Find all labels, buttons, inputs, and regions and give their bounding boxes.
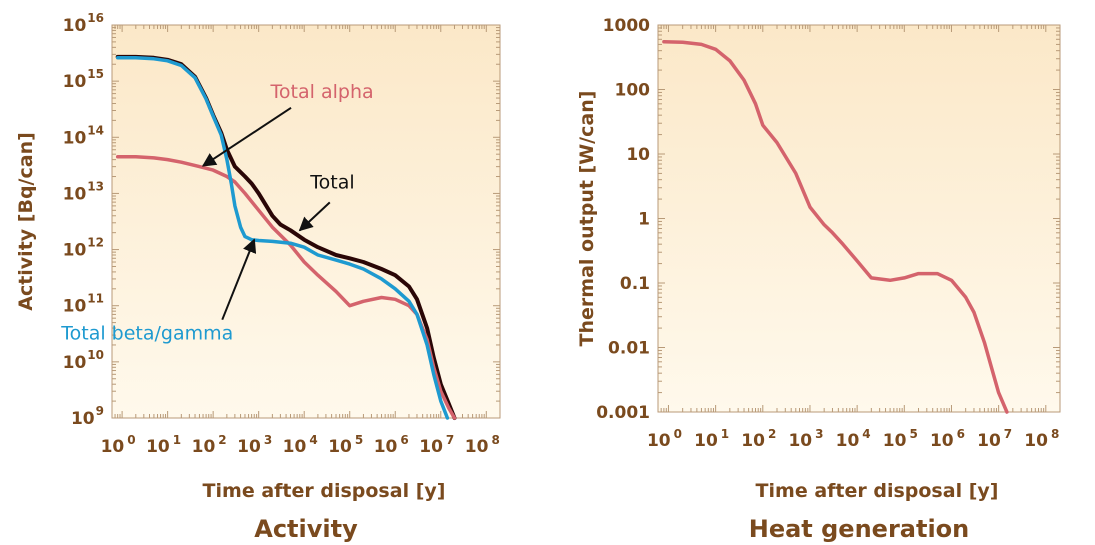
- annotation-label: Total alpha: [270, 81, 374, 103]
- activity-chart: 10 0 10 1 10 2 10 3 10 4 10 5 10 6 10 7 10 8 109 1010 1011 10…: [15, 11, 501, 543]
- x-tick-label: 10 7: [977, 427, 1012, 451]
- frame-tick-marks: [657, 24, 1061, 413]
- annotation-arrow: [201, 107, 292, 167]
- y-tick-label: 1013: [63, 179, 104, 204]
- x-tick-label: 10 4: [283, 433, 318, 457]
- chart-caption: Activity: [254, 515, 358, 543]
- y-tick-label: 1015: [63, 67, 104, 92]
- y-axis-label: Activity [Bq/can]: [15, 132, 37, 311]
- x-tick-label: 10 5: [328, 433, 363, 457]
- y-tick-label: 1: [638, 210, 650, 230]
- annotation-label: Total: [309, 171, 354, 193]
- y-tick-label: 1011: [63, 292, 104, 317]
- series-line-alpha: [662, 39, 1009, 414]
- x-tick-label: 10 1: [694, 427, 729, 451]
- y-axis-label: Thermal output [W/can]: [576, 91, 598, 347]
- frame-tick-marks: [111, 24, 501, 419]
- x-axis-label: Time after disposal [y]: [203, 480, 446, 502]
- x-tick-label: 10 3: [237, 433, 272, 457]
- y-tick-label: 100: [615, 81, 651, 101]
- plot-area: [657, 24, 1061, 413]
- y-tick-label: 0.01: [608, 339, 650, 359]
- x-tick-label: 10 6: [374, 433, 409, 457]
- y-tick-label: 1014: [63, 123, 104, 148]
- x-axis-label: Time after disposal [y]: [756, 480, 999, 502]
- y-tick-label: 1010: [63, 348, 104, 373]
- y-tick-label: 1000: [603, 16, 650, 36]
- y-tick-label: 109: [71, 404, 104, 429]
- chart-caption: Heat generation: [749, 515, 970, 543]
- x-tick-label: 10 3: [788, 427, 823, 451]
- x-tick-label: 10 6: [930, 427, 965, 451]
- x-tick-label: 10 7: [419, 433, 454, 457]
- annotation-arrow: [298, 201, 331, 232]
- x-tick-label: 10 8: [465, 433, 500, 457]
- heat-generation-chart: 10 0 10 1 10 2 10 3 10 4 10 5 10 6 10 7 10 80.0010.010.11…: [576, 16, 1061, 543]
- x-tick-label: 10 2: [741, 427, 776, 451]
- y-tick-label: 1012: [63, 236, 104, 261]
- x-tick-label: 10 1: [146, 433, 181, 457]
- x-tick-label: 10 2: [192, 433, 227, 457]
- series-line-beta: [115, 56, 450, 420]
- y-tick-label: 1016: [63, 11, 104, 36]
- y-tick-label: 10: [626, 145, 650, 165]
- x-tick-label: 10 8: [1024, 427, 1059, 451]
- x-tick-label: 10 0: [647, 427, 682, 451]
- y-tick-label: 0.001: [596, 403, 650, 423]
- annotation-arrow: [221, 238, 257, 321]
- x-tick-label: 10 5: [883, 427, 918, 451]
- x-tick-label: 10 0: [101, 433, 136, 457]
- annotation-label: Total beta/gamma: [60, 323, 233, 345]
- x-tick-label: 10 4: [836, 427, 871, 451]
- y-tick-label: 0.1: [620, 274, 650, 294]
